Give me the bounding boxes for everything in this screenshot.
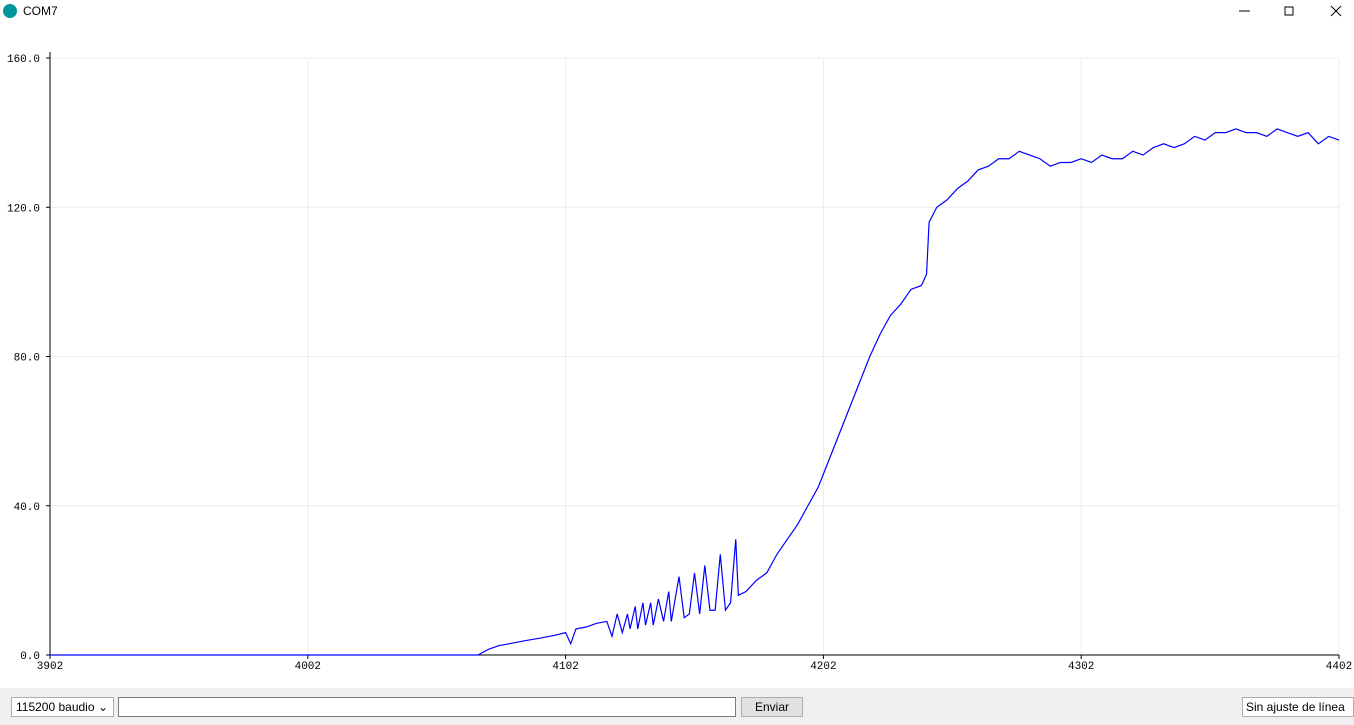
- title-bar: COM7: [0, 0, 1354, 24]
- window-title: COM7: [23, 4, 58, 18]
- line-ending-select[interactable]: Sin ajuste de línea: [1242, 697, 1354, 717]
- x-tick-label: 3902: [37, 661, 63, 673]
- send-button[interactable]: Enviar: [741, 697, 803, 717]
- toolbar: 115200 baudio ⌄ Enviar Sin ajuste de líne…: [0, 688, 1354, 725]
- baud-label: 115200 baudio: [16, 700, 95, 714]
- x-tick-label: 4002: [295, 661, 321, 673]
- send-label: Enviar: [754, 700, 789, 714]
- baud-select[interactable]: 115200 baudio ⌄: [11, 697, 114, 717]
- maximize-button[interactable]: [1284, 6, 1294, 16]
- chart: 0.0 40.0 80.0 120.0 160.0 3902 4002 4102 4202 430…: [7, 52, 1352, 673]
- y-tick-label: 120.0: [7, 203, 40, 215]
- data-line: [50, 128, 1340, 656]
- y-tick-label: 40.0: [14, 502, 40, 514]
- close-button[interactable]: [1330, 5, 1342, 17]
- app-icon: [3, 4, 17, 18]
- x-tick-label: 4302: [1068, 661, 1094, 673]
- y-tick-label: 0.0: [20, 651, 40, 663]
- dropdown-arrow: ⌄: [97, 700, 108, 714]
- x-tick-label: 4402: [1326, 661, 1352, 673]
- title-bar-graphics: COM7: [3, 4, 1342, 18]
- x-tick-label: 4102: [552, 661, 578, 673]
- y-tick-label: 80.0: [14, 353, 40, 365]
- y-tick-label: 160.0: [7, 54, 40, 66]
- x-tick-label: 4202: [810, 661, 836, 673]
- line-ending-label: Sin ajuste de línea: [1246, 700, 1345, 714]
- send-input[interactable]: [118, 697, 736, 717]
